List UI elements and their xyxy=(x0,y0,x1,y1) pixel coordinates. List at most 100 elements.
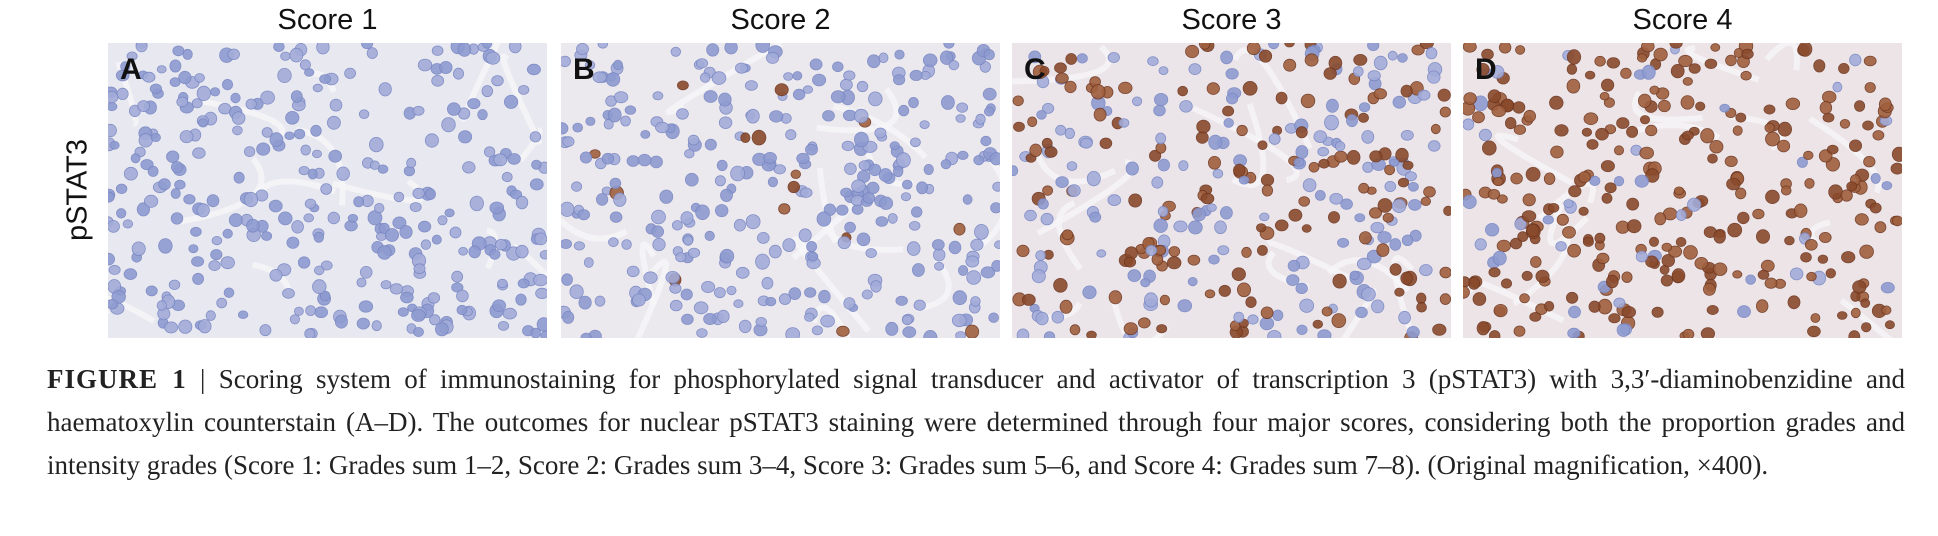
cell-nucleus xyxy=(1601,78,1615,92)
cell-nucleus xyxy=(1157,158,1170,172)
cell-nucleus xyxy=(792,88,806,101)
cell-nucleus xyxy=(1501,278,1513,289)
cell-nucleus xyxy=(1595,127,1609,141)
cell-nucleus xyxy=(462,161,476,174)
cell-nucleus xyxy=(1334,141,1346,152)
cell-nucleus xyxy=(198,319,212,334)
cell-nucleus xyxy=(293,306,304,316)
cell-nucleus xyxy=(988,312,1000,323)
cell-nucleus xyxy=(1529,311,1542,322)
cell-nucleus xyxy=(908,96,919,109)
cell-nucleus xyxy=(788,287,802,301)
caption-text: | Scoring system of immunostaining for p… xyxy=(47,364,1905,480)
cell-nucleus xyxy=(515,293,527,306)
cell-nucleus xyxy=(1384,164,1396,176)
cell-nucleus xyxy=(469,195,484,212)
cell-nucleus xyxy=(389,283,404,295)
cell-nucleus xyxy=(172,45,185,57)
cell-nucleus xyxy=(701,280,716,293)
cell-nucleus xyxy=(1840,189,1853,202)
cell-nucleus xyxy=(843,297,856,310)
cell-nucleus xyxy=(1554,124,1569,137)
cell-nucleus xyxy=(1392,95,1407,109)
cell-nucleus xyxy=(868,91,883,107)
cell-nucleus xyxy=(1188,220,1203,235)
cell-nucleus xyxy=(1066,161,1078,171)
cell-nucleus xyxy=(1153,104,1166,117)
cell-nucleus xyxy=(384,228,399,242)
cell-nucleus xyxy=(894,49,905,60)
cell-nucleus xyxy=(1694,257,1709,270)
cell-nucleus xyxy=(1395,147,1409,163)
cell-nucleus xyxy=(280,51,291,61)
cell-nucleus xyxy=(109,141,120,150)
cell-nucleus xyxy=(911,263,925,277)
cell-nucleus xyxy=(1123,322,1138,336)
cell-nucleus xyxy=(123,268,138,280)
cell-nucleus xyxy=(1798,43,1813,57)
cell-nucleus xyxy=(1035,250,1046,261)
cell-nucleus xyxy=(515,244,529,259)
cell-nucleus xyxy=(1863,55,1877,67)
cell-nucleus xyxy=(751,129,767,146)
cell-nucleus xyxy=(183,194,196,205)
cell-nucleus xyxy=(1839,119,1851,129)
cell-nucleus xyxy=(269,269,283,282)
cell-nucleus xyxy=(1040,212,1054,226)
cell-nucleus xyxy=(158,238,173,254)
cell-nucleus xyxy=(1635,250,1648,263)
cell-nucleus xyxy=(1397,177,1410,188)
cell-nucleus xyxy=(652,237,666,252)
cell-nucleus xyxy=(1128,193,1143,208)
cell-nucleus xyxy=(822,110,835,122)
cell-nucleus xyxy=(909,137,921,148)
cell-nucleus xyxy=(356,277,367,288)
cell-nucleus xyxy=(684,148,695,159)
cell-nucleus xyxy=(836,325,850,337)
cell-nucleus xyxy=(900,192,912,202)
cell-nucleus xyxy=(1626,219,1642,234)
cell-nucleus xyxy=(368,137,384,153)
cell-nucleus xyxy=(467,98,481,110)
cell-nucleus xyxy=(719,248,735,264)
cell-nucleus xyxy=(651,225,664,238)
cell-nucleus xyxy=(1688,63,1701,74)
cell-nucleus xyxy=(122,219,134,229)
cell-nucleus xyxy=(597,43,608,49)
cell-nucleus xyxy=(717,309,730,323)
panel-letter: C xyxy=(1024,53,1046,86)
cell-nucleus xyxy=(607,107,622,123)
cell-nucleus xyxy=(1064,80,1077,94)
cell-nucleus xyxy=(1400,271,1413,286)
cell-nucleus xyxy=(1669,43,1683,49)
cell-nucleus xyxy=(1054,62,1067,74)
cell-nucleus xyxy=(1394,287,1405,297)
cell-nucleus xyxy=(458,130,473,144)
cell-nucleus xyxy=(1195,131,1209,144)
cell-nucleus xyxy=(1757,269,1770,280)
cell-nucleus xyxy=(1566,291,1579,304)
cell-nucleus xyxy=(1492,250,1507,266)
cell-nucleus xyxy=(374,203,385,214)
cell-nucleus xyxy=(1065,53,1077,65)
cell-nucleus xyxy=(1223,118,1234,128)
cell-nucleus xyxy=(1275,91,1288,105)
cell-nucleus xyxy=(168,279,181,291)
cell-nucleus xyxy=(1337,237,1350,248)
cell-nucleus xyxy=(1621,306,1637,319)
cell-nucleus xyxy=(429,314,441,326)
cell-nucleus xyxy=(1892,215,1902,227)
cell-nucleus xyxy=(1523,109,1536,123)
cell-nucleus xyxy=(1752,208,1765,220)
cell-nucleus xyxy=(1430,123,1441,135)
cell-nucleus xyxy=(778,203,791,215)
cell-nucleus xyxy=(305,305,316,317)
cell-nucleus xyxy=(957,265,969,276)
cell-nucleus xyxy=(273,43,285,52)
cell-nucleus xyxy=(320,260,333,271)
cell-nucleus xyxy=(285,111,300,125)
cell-nucleus xyxy=(1485,222,1500,237)
cell-nucleus xyxy=(1613,145,1624,156)
cell-nucleus xyxy=(424,133,439,148)
cell-nucleus xyxy=(680,288,693,301)
